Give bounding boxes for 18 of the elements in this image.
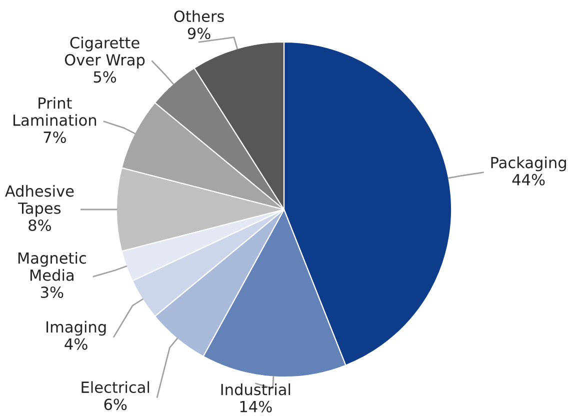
slice-label: Industrial (221, 383, 290, 396)
data-label: 4% (64, 338, 88, 350)
data-label: 7% (44, 131, 66, 144)
slice-label: Imaging (46, 320, 106, 336)
slice-label: Magnetic Media (18, 252, 86, 281)
data-label: 3% (40, 286, 64, 298)
data-label: 5% (94, 71, 116, 83)
slice-label: Print Lamination (14, 96, 96, 126)
data-label: 8% (28, 219, 51, 232)
slice-label: Packaging (491, 156, 566, 172)
data-label: 6% (104, 398, 127, 410)
slice-label: Cigarette Over Wrap (64, 36, 145, 69)
data-label: 14% (240, 400, 272, 412)
slice-label: Electrical (82, 381, 150, 394)
data-label: 44% (512, 174, 545, 186)
slice-label: Others (174, 10, 224, 22)
slice-label: Adhesive Tapes (5, 185, 74, 217)
data-label: 9% (188, 28, 210, 40)
